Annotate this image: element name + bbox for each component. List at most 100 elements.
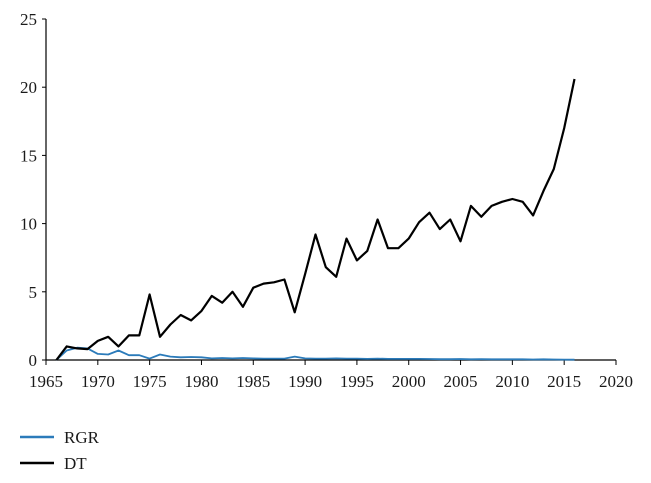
data-point-rgr: [262, 357, 264, 359]
data-point-dt: [148, 293, 150, 295]
legend-label-rgr: RGR: [64, 428, 100, 447]
y-tick-label: 0: [29, 351, 38, 370]
data-point-rgr: [563, 358, 565, 360]
data-point-rgr: [542, 358, 544, 360]
data-point-dt: [190, 319, 192, 321]
data-point-rgr: [387, 358, 389, 360]
y-tick-label: 15: [20, 146, 37, 165]
data-point-rgr: [66, 349, 68, 351]
legend: RGR DT: [20, 428, 100, 473]
data-point-rgr: [304, 357, 306, 359]
data-point-rgr: [242, 357, 244, 359]
data-point-dt: [200, 310, 202, 312]
data-point-rgr: [294, 355, 296, 357]
data-point-rgr: [532, 358, 534, 360]
data-point-rgr: [408, 358, 410, 360]
data-point-dt: [470, 205, 472, 207]
data-point-rgr: [159, 353, 161, 355]
data-point-dt: [532, 214, 534, 216]
data-point-rgr: [553, 358, 555, 360]
data-point-rgr: [252, 357, 254, 359]
data-point-rgr: [366, 358, 368, 360]
data-point-rgr: [128, 354, 130, 356]
x-tick-label: 2015: [547, 372, 581, 391]
data-point-dt: [418, 221, 420, 223]
data-point-rgr: [325, 357, 327, 359]
data-point-dt: [563, 127, 565, 129]
data-point-dt: [573, 78, 575, 80]
legend-label-dt: DT: [64, 454, 87, 473]
data-point-rgr: [428, 358, 430, 360]
data-point-rgr: [97, 353, 99, 355]
data-point-dt: [480, 216, 482, 218]
data-point-rgr: [107, 353, 109, 355]
data-point-dt: [221, 302, 223, 304]
x-tick-label: 1990: [288, 372, 322, 391]
y-tick-label: 10: [20, 215, 37, 234]
data-point-rgr: [418, 358, 420, 360]
data-point-rgr: [221, 357, 223, 359]
data-point-rgr: [138, 354, 140, 356]
data-point-rgr: [470, 358, 472, 360]
x-tick-label: 1980: [184, 372, 218, 391]
data-point-dt: [387, 247, 389, 249]
data-point-rgr: [511, 358, 513, 360]
series-line-rgr: [55, 346, 575, 361]
data-point-rgr: [169, 355, 171, 357]
data-point-dt: [86, 348, 88, 350]
data-point-dt: [128, 334, 130, 336]
data-point-dt: [459, 240, 461, 242]
data-point-rgr: [231, 357, 233, 359]
data-point-dt: [366, 250, 368, 252]
data-point-dt: [553, 168, 555, 170]
data-point-rgr: [211, 357, 213, 359]
series-line-dt: [55, 78, 576, 361]
x-tick-label: 2010: [495, 372, 529, 391]
y-tick-label: 5: [29, 283, 38, 302]
data-point-dt: [262, 282, 264, 284]
data-point-dt: [97, 340, 99, 342]
data-point-dt: [408, 237, 410, 239]
data-point-dt: [501, 201, 503, 203]
data-point-rgr: [573, 359, 575, 361]
data-point-rgr: [148, 357, 150, 359]
data-point-rgr: [283, 357, 285, 359]
data-point-dt: [490, 205, 492, 207]
data-point-dt: [314, 233, 316, 235]
data-point-rgr: [449, 358, 451, 360]
data-point-rgr: [459, 358, 461, 360]
data-point-dt: [66, 345, 68, 347]
data-point-dt: [117, 345, 119, 347]
data-point-dt: [273, 281, 275, 283]
data-point-dt: [325, 266, 327, 268]
x-tick-label: 2000: [392, 372, 426, 391]
data-point-rgr: [180, 356, 182, 358]
data-point-dt: [428, 211, 430, 213]
data-point-rgr: [345, 357, 347, 359]
data-point-dt: [283, 278, 285, 280]
x-tick-label: 1985: [236, 372, 270, 391]
data-point-dt: [76, 347, 78, 349]
x-tick-label: 1975: [133, 372, 167, 391]
data-point-dt: [522, 201, 524, 203]
data-point-rgr: [335, 357, 337, 359]
data-point-dt: [449, 218, 451, 220]
data-point-dt: [542, 190, 544, 192]
data-point-dt: [376, 218, 378, 220]
data-point-dt: [397, 247, 399, 249]
data-point-dt: [231, 291, 233, 293]
data-point-rgr: [501, 358, 503, 360]
data-point-dt: [439, 228, 441, 230]
data-point-dt: [252, 287, 254, 289]
data-point-rgr: [490, 358, 492, 360]
x-tick-label: 2020: [599, 372, 633, 391]
series-group: [55, 78, 576, 361]
data-point-rgr: [200, 356, 202, 358]
data-point-rgr: [356, 357, 358, 359]
data-point-dt: [304, 273, 306, 275]
data-point-rgr: [376, 357, 378, 359]
data-point-rgr: [480, 358, 482, 360]
data-point-dt: [169, 323, 171, 325]
data-point-dt: [180, 314, 182, 316]
